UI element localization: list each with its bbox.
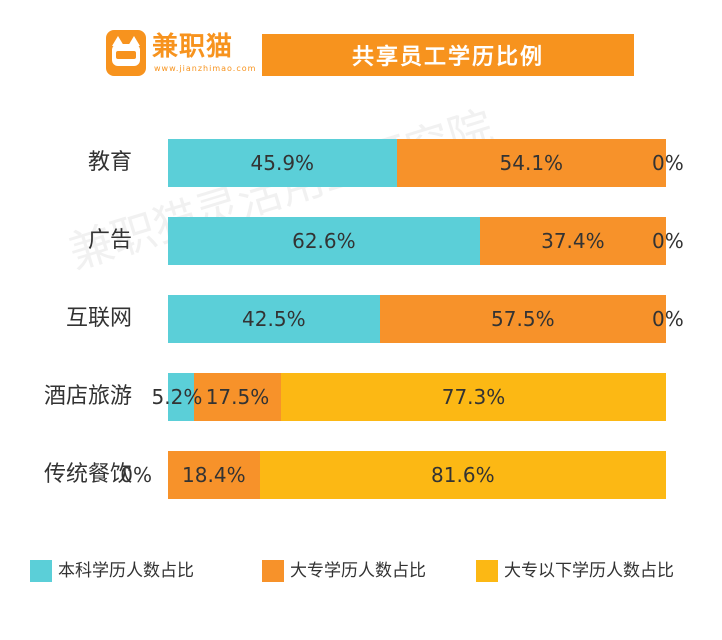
brand-logo: 兼职猫 www.jianzhimao.com [106,30,255,76]
data-label: 17.5% [205,385,270,409]
chart-title: 共享员工学历比例 [262,34,634,76]
legend-swatch [30,560,52,582]
bar-bachelor [168,217,480,265]
category-label: 传统餐饮 [43,462,132,487]
data-label: 42.5% [242,307,306,331]
bar-junior-college [379,295,666,343]
category-label: 教育 [87,150,132,175]
cat-logo-icon [106,30,146,76]
logo-name: 兼职猫 [152,32,234,62]
data-label: 81.6% [431,463,495,487]
bar-junior-college [168,451,260,499]
legend-label: 大专以下学历人数占比 [504,561,674,581]
logo-url: www.jianzhimao.com [154,64,257,73]
data-label: 45.9% [250,151,315,175]
legend-item-junior-college: 大专学历人数占比 [262,558,502,584]
data-label: 77.3% [441,385,506,409]
data-label: 54.1% [499,151,564,175]
category-label: 广告 [87,228,132,253]
bar-junior-college [396,139,666,187]
bar-below-college [259,451,666,499]
data-label: 5.2% [151,385,203,409]
bar-bachelor [168,373,194,421]
legend-item-below-college: 大专以下学历人数占比 [476,558,716,584]
bar-bachelor [168,139,397,187]
legend-label: 本科学历人数占比 [58,561,194,581]
legend-item-bachelor: 本科学历人数占比 [30,558,270,584]
data-label: 0% [652,151,684,175]
data-label: 0% [652,229,684,253]
legend-label: 大专学历人数占比 [290,561,426,581]
bar-below-college [281,373,666,421]
bar-junior-college [193,373,282,421]
bar-bachelor [168,295,380,343]
data-label: 37.4% [541,229,605,253]
category-label: 互联网 [65,306,132,331]
category-label: 酒店旅游 [43,384,132,409]
data-label: 0% [120,463,152,487]
data-label: 57.5% [491,307,555,331]
legend-swatch [476,560,498,582]
data-label: 0% [652,307,684,331]
legend-swatch [262,560,284,582]
bar-junior-college [479,217,666,265]
data-label: 18.4% [182,463,246,487]
data-label: 62.6% [292,229,356,253]
